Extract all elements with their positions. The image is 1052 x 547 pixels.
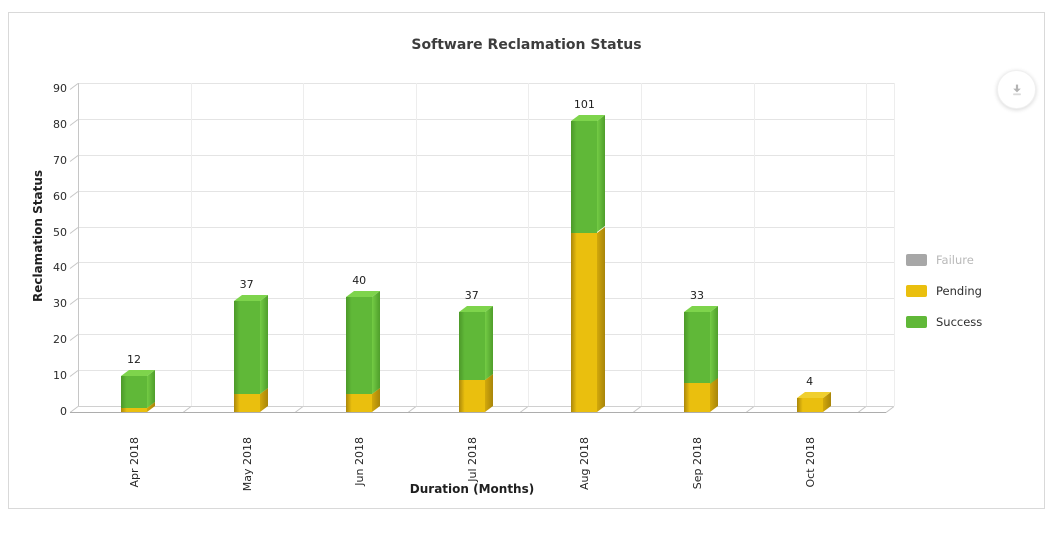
legend-label-pending: Pending — [936, 284, 982, 298]
bar-total-label: 40 — [352, 274, 367, 288]
y-axis-title: Reclamation Status — [31, 169, 45, 303]
grid-stub-3d — [69, 262, 79, 270]
bar-total-label: 37 — [464, 288, 479, 302]
gridline-v — [753, 83, 755, 406]
gridline-v — [415, 83, 417, 406]
legend-item-failure[interactable]: Failure — [906, 253, 982, 267]
legend-swatch-success — [906, 316, 927, 328]
legend-item-pending[interactable]: Pending — [906, 284, 982, 298]
bar-segment-success — [121, 376, 147, 409]
grid-stub-3d — [69, 154, 79, 162]
download-icon — [1009, 82, 1025, 98]
y-tick-label: 80 — [53, 117, 67, 131]
legend-item-success[interactable]: Success — [906, 315, 982, 329]
chart-area: 0 10 20 30 40 50 60 70 80 90 12 Apr 2018 37 May 2018 4… — [9, 13, 1044, 508]
y-tick-label: 30 — [53, 297, 67, 311]
gridline-h — [78, 82, 894, 84]
legend-label-success: Success — [936, 315, 983, 329]
grid-stub-3d — [69, 190, 79, 198]
legend-label-failure: Failure — [936, 253, 974, 267]
bar-segment-pending — [571, 232, 598, 412]
gridline-v — [190, 83, 192, 406]
bar-segment-success — [684, 311, 710, 384]
grid-stub-3d — [69, 298, 79, 306]
bar-segment-pending — [796, 397, 823, 412]
y-tick-label: 10 — [53, 369, 67, 383]
bar-segment-success — [346, 297, 373, 395]
grid-stub-3d — [69, 118, 79, 126]
gridline-v — [866, 83, 868, 406]
bar-side-success — [710, 305, 718, 384]
bar-side-success — [372, 291, 381, 395]
grid-stub-3d — [885, 406, 895, 413]
chart-card: Software Reclamation Status 0 10 20 30 40 50 6… — [8, 12, 1045, 509]
bar-side-success — [147, 370, 155, 409]
gridline-h — [78, 118, 894, 120]
bar-side-success — [597, 115, 606, 233]
floor-line-front — [70, 412, 886, 413]
bar-segment-pending — [233, 394, 260, 412]
x-axis-title: Duration (Months) — [409, 482, 535, 496]
gridline-v — [303, 83, 305, 406]
bar-total-label: 4 — [806, 374, 814, 388]
gridline-v — [894, 83, 895, 406]
bar-segment-pending — [684, 383, 710, 412]
y-tick-label: 40 — [53, 261, 67, 275]
chart-title: Software Reclamation Status — [411, 37, 642, 53]
legend-swatch-failure — [906, 254, 927, 266]
y-axis-line — [78, 83, 79, 406]
bar-segment-success — [571, 121, 598, 233]
download-button[interactable] — [997, 70, 1036, 109]
bar-total-label: 33 — [690, 288, 704, 302]
y-tick-label: 90 — [53, 81, 67, 95]
y-tick-label: 70 — [53, 153, 67, 167]
bar-total-label: 101 — [573, 98, 595, 112]
grid-stub-3d — [69, 370, 79, 378]
bar-segment-success — [233, 300, 260, 395]
bar-side-success — [484, 305, 493, 380]
bar-segment-success — [458, 311, 485, 380]
bar-total-label: 12 — [127, 353, 141, 367]
gridline-h — [78, 262, 894, 264]
y-tick-label: 20 — [53, 333, 67, 347]
bar-segment-pending — [458, 379, 485, 412]
bar-side-pending — [597, 226, 606, 412]
grid-stub-3d — [69, 226, 79, 234]
gridline-v — [528, 83, 530, 406]
y-tick-label: 0 — [60, 405, 67, 418]
gridline-v — [641, 83, 642, 406]
grid-stub-3d — [69, 334, 79, 342]
legend-swatch-pending — [906, 285, 927, 297]
gridline-h — [78, 154, 894, 156]
y-tick-label: 60 — [53, 189, 67, 203]
bar-segment-pending — [121, 408, 147, 412]
grid-stub-3d — [69, 83, 79, 90]
gridline-h — [78, 298, 894, 300]
gridline-h — [78, 226, 894, 228]
y-tick-label: 50 — [53, 225, 67, 239]
legend: Failure Pending Success — [906, 253, 982, 346]
bar-total-label: 37 — [239, 277, 254, 291]
bar-segment-pending — [346, 394, 373, 412]
gridline-h — [78, 190, 894, 192]
bar-side-success — [259, 294, 268, 395]
